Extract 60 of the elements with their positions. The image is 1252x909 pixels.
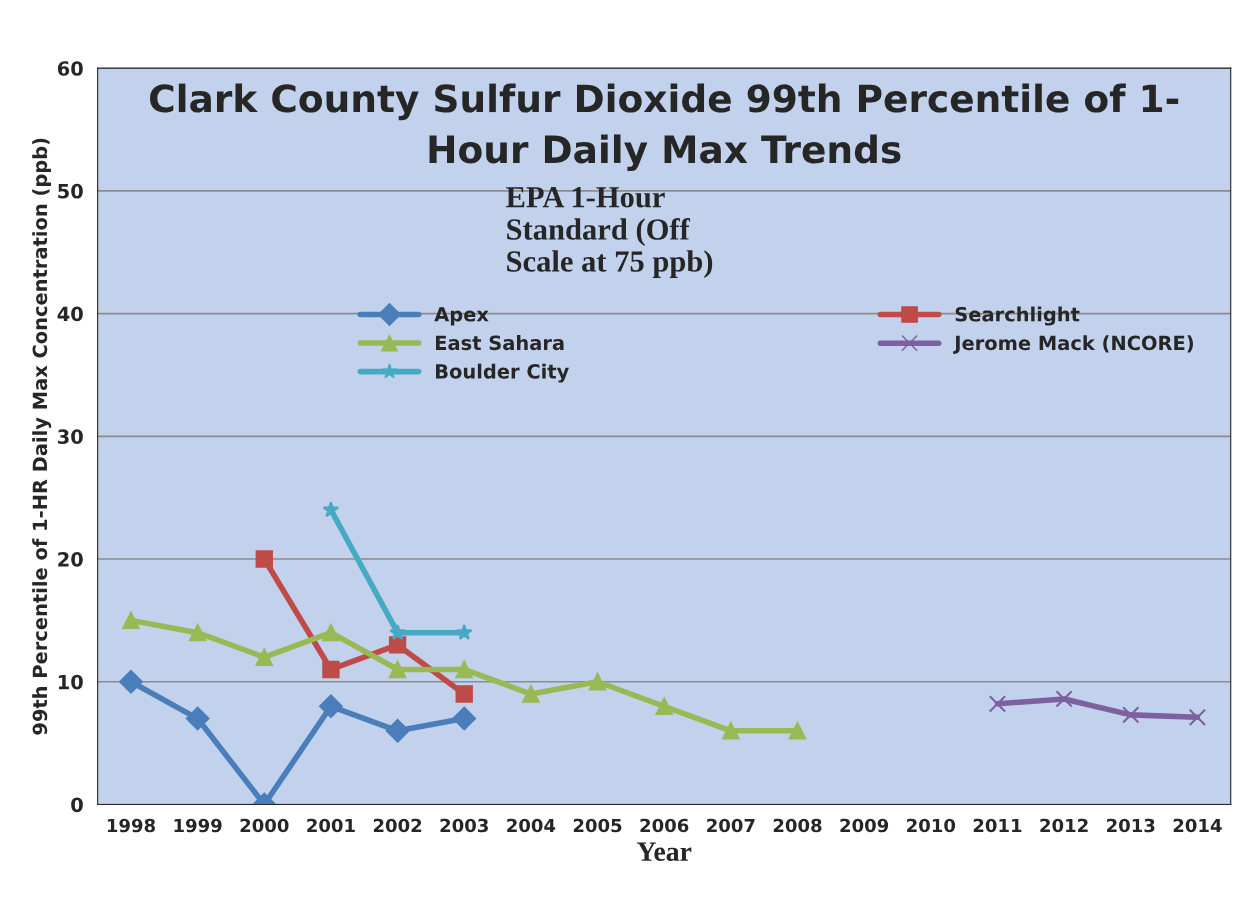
point [1055, 690, 1073, 708]
point [322, 623, 340, 642]
legend-label: Apex [434, 307, 489, 326]
legend-label: East Sahara [436, 335, 564, 351]
x-tick-label: 1998 [107, 818, 155, 833]
point [1122, 706, 1140, 724]
x-tick-label: 2013 [1107, 818, 1155, 833]
point [722, 722, 740, 740]
x-tick-label: 2004 [507, 818, 556, 833]
x-tick-label: 2007 [707, 818, 755, 833]
point [119, 669, 143, 694]
point [452, 706, 477, 731]
y-tick-label: 0 [71, 797, 83, 813]
legend-label: Boulder City [436, 363, 569, 383]
y-tick-label: 20 [58, 551, 83, 567]
x-tick-label: 2010 [907, 818, 956, 833]
y-tick-label: 40 [57, 306, 83, 322]
x-tick-label: 2012 [1040, 818, 1088, 833]
x-tick-label: 2002 [373, 818, 422, 833]
point [319, 694, 343, 719]
y-tick-label: 60 [57, 61, 83, 76]
x-tick-label: 2008 [773, 818, 822, 833]
annotation: EPA 1-Hour Standard (Off Scale at 75 ppb) [506, 187, 713, 278]
x-tick-label: 2005 [573, 818, 622, 833]
y-tick-label: 30 [58, 429, 83, 444]
point [988, 695, 1007, 713]
legend-label: Searchlight [955, 306, 1080, 326]
point [588, 673, 607, 691]
point [455, 660, 473, 679]
point [522, 685, 540, 703]
x-tick-label: 2003 [440, 818, 488, 833]
point [388, 660, 407, 679]
x-tick-label: 2000 [240, 818, 289, 833]
point [389, 623, 406, 640]
point [255, 648, 273, 666]
point [788, 722, 807, 740]
point [455, 685, 473, 703]
point [122, 611, 140, 630]
y-axis-title: 99th Percentile of 1-HR Daily Max Concentration (ppb) [32, 138, 52, 735]
point [255, 550, 273, 568]
y-tick-label: 10 [58, 674, 83, 690]
point [385, 718, 410, 743]
point [455, 623, 473, 640]
point [322, 660, 340, 679]
text: Clark County Sulfur Dioxide 99th Percentile of 1- Hour Daily Max Trends [150, 83, 1179, 172]
x-tick-label: 2006 [640, 818, 689, 833]
legend-label: Jerome Mack (NCORE) [953, 335, 1193, 354]
point [1188, 708, 1207, 727]
point [188, 623, 207, 642]
point [322, 501, 340, 518]
point [185, 706, 210, 731]
point [388, 636, 407, 654]
x-tick-label: 2001 [307, 818, 355, 833]
x-tick-label: 2014 [1173, 818, 1222, 833]
y-tick-label: 50 [58, 183, 83, 199]
x-tick-label: 1999 [174, 818, 222, 833]
x-tick-label: 2011 [973, 818, 1022, 833]
x-axis-title: Year [636, 842, 692, 861]
x-tick-label: 2009 [840, 818, 889, 833]
point [655, 697, 673, 715]
